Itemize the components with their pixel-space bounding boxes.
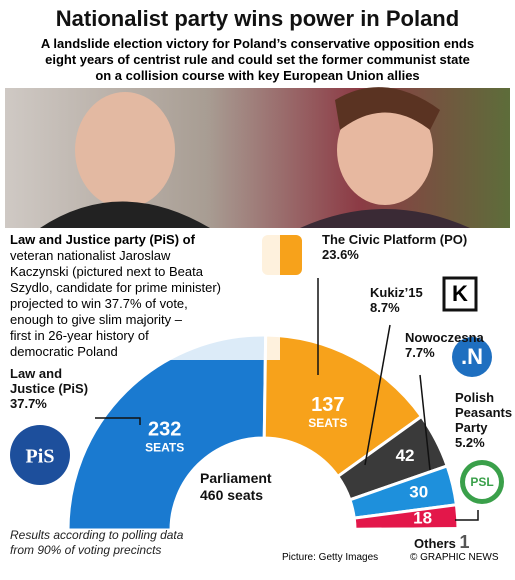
- party-name: Law and Justice (PiS): [10, 366, 89, 396]
- intro-line: enough to give slim majority –: [10, 312, 182, 327]
- seat-count: 42: [396, 446, 415, 465]
- party-name: Others: [414, 536, 456, 551]
- seat-unit: SEATS: [145, 441, 184, 455]
- party-share: 37.7%: [10, 396, 47, 411]
- seat-segment: [262, 333, 424, 479]
- seat-segment: [353, 527, 460, 532]
- intro-line: Law and Justice party (PiS) of: [10, 232, 195, 247]
- photo-suit: [40, 201, 210, 228]
- intro: Law and Justice party (PiS) of veteran na…: [10, 232, 280, 360]
- seat-count: 30: [409, 483, 428, 502]
- seat-unit: SEATS: [308, 416, 347, 430]
- party-name: The Civic Platform (PO): [322, 232, 468, 247]
- logo-text: PSL: [470, 475, 493, 489]
- party-share: 8.7%: [370, 300, 400, 315]
- credit: Picture: Getty Images: [282, 552, 379, 563]
- logo-psl-inner: [465, 465, 499, 499]
- intro-line: democratic Poland: [10, 344, 118, 359]
- party-label: The Civic Platform (PO) 23.6%: [322, 232, 502, 262]
- logo-pis: [10, 425, 70, 485]
- photo-face: [75, 92, 175, 208]
- leader-line: [95, 417, 141, 425]
- party-label: Others 1: [414, 532, 470, 552]
- intro-line: Kaczynski (pictured next to Beata: [10, 264, 203, 279]
- logo-n: [452, 337, 492, 377]
- party-label: Law and Justice (PiS) 37.7%: [10, 366, 100, 411]
- seat-count: 137: [311, 394, 344, 416]
- subtitle-line: eight years of centrist rule and could s…: [45, 52, 470, 67]
- party-label: Nowoczesna 7.7%: [405, 330, 495, 360]
- logo-kukiz: [442, 276, 478, 312]
- party-name: Nowoczesna: [405, 330, 484, 345]
- intro-line: veteran nationalist Jaroslaw: [10, 248, 171, 263]
- party-label: Kukiz’15 8.7%: [370, 285, 440, 315]
- center-line: Parliament: [200, 470, 272, 486]
- seat-count: 232: [148, 419, 181, 441]
- party-share: 5.2%: [455, 435, 485, 450]
- party-label: Polish Peasants Party 5.2%: [455, 390, 515, 450]
- subtitle: A landslide election victory for Poland’…: [0, 36, 515, 84]
- subtitle-line: on a collision course with key European …: [95, 68, 420, 83]
- seat-count: 18: [413, 509, 432, 528]
- intro-line: first in 26-year history of: [10, 328, 149, 343]
- seat-count: 1: [459, 532, 470, 552]
- center-label: Parliament 460 seats: [200, 470, 330, 504]
- title: Nationalist party wins power in Poland: [55, 6, 460, 31]
- leader-line: [364, 324, 391, 466]
- center-line: 460 seats: [200, 487, 264, 503]
- note-line: from 90% of voting precincts: [10, 543, 162, 557]
- logo-text: .N: [461, 344, 483, 369]
- intro-line: Szydlo, candidate for prime minister): [10, 280, 221, 295]
- leader-line: [455, 510, 479, 521]
- source: © GRAPHIC NEWS: [410, 552, 499, 563]
- subtitle-line: A landslide election victory for Poland’…: [40, 36, 475, 51]
- party-share: 23.6%: [322, 247, 359, 262]
- party-name: Kukiz’15: [370, 285, 423, 300]
- party-name: Polish Peasants Party: [455, 390, 513, 435]
- note: Results according to polling data from 90…: [10, 528, 183, 558]
- leaders: [95, 278, 479, 521]
- photo-dress: [300, 209, 470, 228]
- intro-line: projected to win 37.7% of vote,: [10, 296, 188, 311]
- leader-line: [419, 374, 431, 471]
- logo-text: PiS: [26, 446, 55, 468]
- logo-text: K: [452, 281, 468, 306]
- photo-face: [337, 95, 433, 205]
- note-line: Results according to polling data: [10, 528, 184, 542]
- photo-hair: [335, 87, 440, 130]
- party-share: 7.7%: [405, 345, 435, 360]
